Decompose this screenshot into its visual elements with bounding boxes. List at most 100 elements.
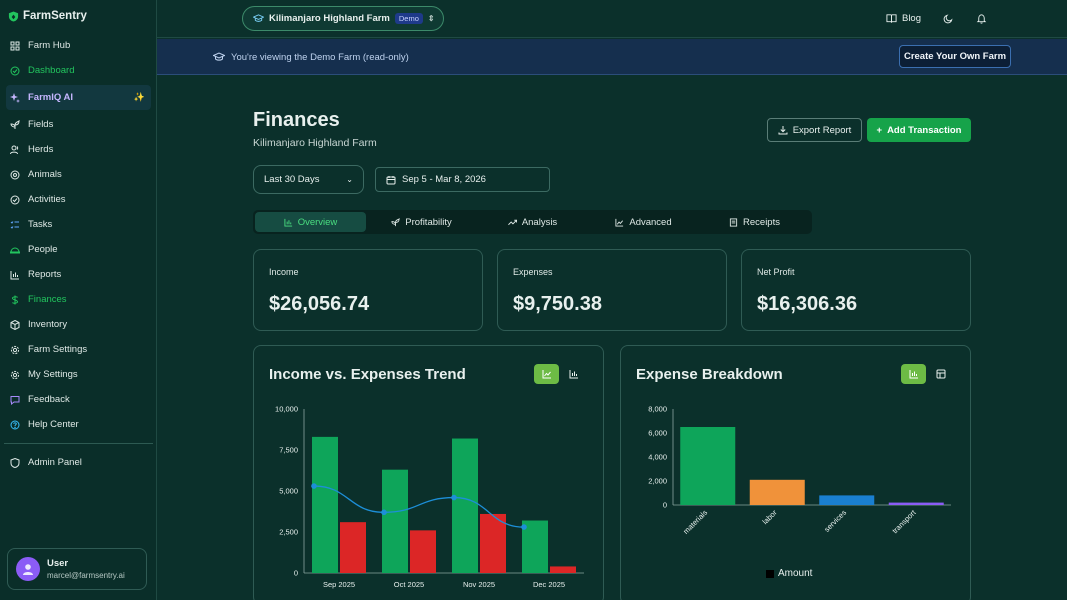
gear-icon <box>10 370 20 379</box>
sidebar-item-feedback[interactable]: Feedback <box>0 387 157 412</box>
expense-breakdown-card: Expense Breakdown 0 2,000 4,000 6,000 8,000 m… <box>620 345 971 600</box>
x-tick-label: services <box>822 508 848 534</box>
sidebar-item-tasks[interactable]: Tasks <box>0 212 157 237</box>
x-tick-label: labor <box>761 508 780 527</box>
farm-selector[interactable]: Kilimanjaro Highland Farm Demo ⇕ <box>242 6 444 31</box>
sidebar-item-people[interactable]: People <box>0 237 157 262</box>
range-select[interactable]: Last 30 Days ⌄ <box>253 165 364 194</box>
create-farm-button[interactable]: Create Your Own Farm <box>899 45 1011 68</box>
sidebar-item-fields[interactable]: Fields <box>0 112 157 137</box>
x-tick-label: transport <box>890 507 918 535</box>
sidebar-item-reports[interactable]: Reports <box>0 262 157 287</box>
y-tick-label: 2,000 <box>648 477 667 486</box>
x-tick-label: Sep 2025 <box>323 580 355 589</box>
sidebar-item-farm-settings[interactable]: Farm Settings <box>0 337 157 362</box>
legend-swatch <box>766 569 774 578</box>
sidebar-item-farm-hub[interactable]: Farm Hub <box>0 33 157 58</box>
sidebar-item-herds[interactable]: Herds <box>0 137 157 162</box>
page-title: Finances <box>253 109 340 131</box>
sidebar-item-label: Fields <box>28 119 54 130</box>
book-icon <box>886 14 897 23</box>
sidebar-item-inventory[interactable]: Inventory <box>0 312 157 337</box>
trend-chart: 0 2,500 5,000 7,500 10,000 Sep 2025 Oct 2025 No… <box>275 405 584 589</box>
stat-value: $9,750.38 <box>513 293 602 315</box>
line-chart-icon <box>615 218 624 227</box>
notifications-button[interactable] <box>976 13 987 24</box>
chevron-up-down-icon: ⇕ <box>427 14 435 23</box>
range-value: Last 30 Days <box>264 174 320 185</box>
stat-label: Expenses <box>513 267 553 277</box>
sidebar-item-admin-panel[interactable]: Admin Panel <box>0 450 157 475</box>
sidebar-item-my-settings[interactable]: My Settings <box>0 362 157 387</box>
net-profit-point <box>311 483 317 489</box>
list-icon <box>10 220 19 229</box>
expense-bar <box>680 427 736 505</box>
expense-bar <box>340 522 366 573</box>
sparkles-icon <box>10 92 20 103</box>
y-tick-label: 6,000 <box>648 429 667 438</box>
plus-icon: + <box>876 124 883 136</box>
farm-name: Kilimanjaro Highland Farm <box>269 13 390 24</box>
tab-advanced[interactable]: Advanced <box>588 212 699 232</box>
net-profit-point <box>451 494 457 501</box>
bar-view-toggle[interactable] <box>561 364 586 384</box>
sidebar-item-label: People <box>28 244 58 255</box>
bar-chart-icon <box>284 218 292 227</box>
sprout-icon <box>391 217 400 226</box>
sidebar-item-help-center[interactable]: Help Center <box>0 412 157 437</box>
graduation-cap-icon <box>253 14 264 22</box>
line-view-toggle[interactable] <box>534 364 559 384</box>
tab-receipts[interactable]: Receipts <box>699 212 810 232</box>
stat-value: $16,306.36 <box>757 293 858 315</box>
expenses-card: Expenses $9,750.38 <box>497 249 727 331</box>
add-transaction-button[interactable]: + Add Transaction <box>867 118 971 142</box>
bar-view-toggle[interactable] <box>901 364 926 384</box>
sidebar-item-farmiq-ai[interactable]: FarmIQ AI ✨ <box>6 85 151 110</box>
sidebar-item-label: Activities <box>28 194 66 205</box>
expense-bar <box>480 513 506 573</box>
sidebar-item-label: Farm Hub <box>28 40 71 51</box>
x-tick-label: Nov 2025 <box>463 580 495 589</box>
sidebar-item-label: Animals <box>28 169 62 180</box>
income-bar <box>452 438 478 573</box>
download-icon <box>778 126 788 135</box>
tab-label: Analysis <box>521 216 558 228</box>
sidebar-item-activities[interactable]: Activities <box>0 187 157 212</box>
trending-up-icon <box>507 219 517 225</box>
y-tick-label: 2,500 <box>279 528 298 537</box>
users-icon <box>10 145 19 154</box>
sidebar-item-label: Tasks <box>28 219 53 230</box>
y-tick-label: 8,000 <box>648 405 667 414</box>
export-label: Export Report <box>792 124 852 136</box>
banner-message: You're viewing the Demo Farm (read-only) <box>213 51 409 63</box>
sidebar-item-dashboard[interactable]: Dashboard <box>0 58 157 83</box>
y-tick-label: 7,500 <box>279 446 298 455</box>
sidebar-item-finances[interactable]: Finances <box>0 287 157 312</box>
people-icon <box>10 247 20 253</box>
net-profit-line <box>313 485 525 528</box>
tab-overview[interactable]: Overview <box>255 212 366 232</box>
sidebar-item-animals[interactable]: Animals <box>0 162 157 187</box>
expense-bar <box>410 530 436 573</box>
stat-value: $26,056.74 <box>269 293 370 315</box>
chevron-down-icon: ⌄ <box>346 175 353 184</box>
tab-label: Overview <box>297 216 338 228</box>
page-subtitle: Kilimanjaro Highland Farm <box>253 137 377 149</box>
x-tick-label: Oct 2025 <box>394 580 424 589</box>
table-view-toggle[interactable] <box>928 364 953 384</box>
theme-toggle[interactable] <box>943 13 954 24</box>
app-logo[interactable]: FarmSentry <box>8 10 87 22</box>
net-profit-card: Net Profit $16,306.36 <box>741 249 971 331</box>
sidebar-divider <box>4 443 153 444</box>
tab-analysis[interactable]: Analysis <box>477 212 588 232</box>
tab-profitability[interactable]: Profitability <box>366 212 477 232</box>
line-chart-icon <box>542 370 551 379</box>
app-name: FarmSentry <box>23 10 87 22</box>
date-range-picker[interactable]: Sep 5 - Mar 8, 2026 <box>375 167 550 192</box>
check-circle-icon <box>10 66 20 75</box>
export-report-button[interactable]: Export Report <box>767 118 862 142</box>
avatar <box>16 557 40 581</box>
tab-label: Advanced <box>629 216 672 228</box>
blog-link[interactable]: Blog <box>886 13 921 24</box>
user-card[interactable]: User marcel@farmsentry.ai <box>7 548 147 590</box>
